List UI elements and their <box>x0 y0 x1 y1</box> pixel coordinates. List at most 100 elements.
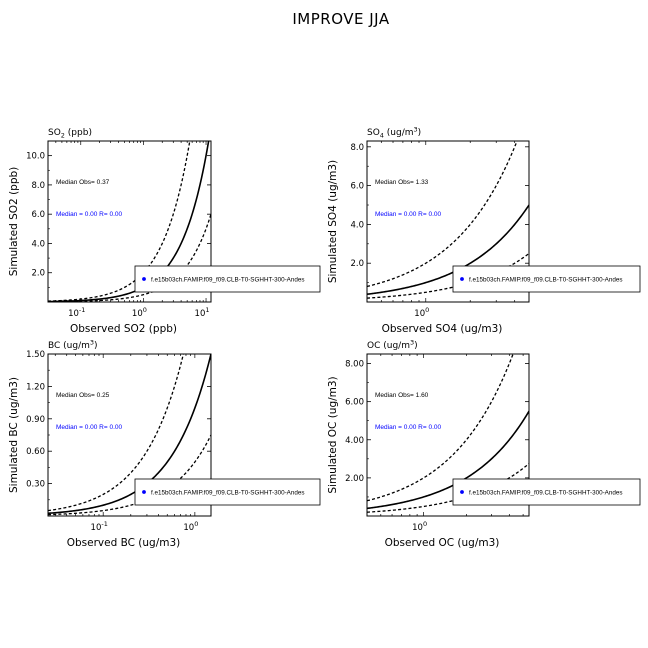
legend-label: f.e15b03ch.FAMIP.f09_f09.CLB-T0-SGHHT-30… <box>469 276 623 283</box>
legend-label: f.e15b03ch.FAMIP.f09_f09.CLB-T0-SGHHT-30… <box>151 276 305 283</box>
median-sim-text: Median = 0.00 R= 0.00 <box>375 424 442 431</box>
legend-box <box>134 265 321 293</box>
x-tick-exponent: 1 <box>205 306 209 314</box>
panel-title-base: OC <box>367 341 380 351</box>
reference-line-1-2 <box>48 213 211 302</box>
x-tick-label: 100 <box>183 520 198 533</box>
reference-line-1-1 <box>367 204 529 296</box>
y-tick-label: 1.20 <box>26 382 45 392</box>
y-tick-label: 8.0 <box>31 181 45 191</box>
reference-line-2-1 <box>367 354 514 502</box>
panel-title: SO4 (ug/m3) <box>367 126 421 140</box>
median-obs-text: Median Obs= 1.33 <box>375 179 429 186</box>
y-axis-label: Simulated SO4 (ug/m3) <box>327 160 339 283</box>
y-tick-label: 8.00 <box>345 360 364 370</box>
y-tick-label: 10.0 <box>26 152 45 162</box>
chart-panel-2: 2.0 4.0 6.0 8.0 100 SO4 (ug/m3) Observed SO4 (… <box>327 126 641 335</box>
y-axis-label: Simulated SO2 (ppb) <box>8 167 20 277</box>
plot-frame <box>366 353 530 517</box>
legend-marker <box>142 277 146 281</box>
chart-panel-4: 2.00 4.00 6.00 8.00 100 OC (ug/m3) Observed OC… <box>327 339 641 549</box>
panel-title-subscript: 2 <box>61 132 65 140</box>
x-axis-label: Observed BC (ug/m3) <box>67 537 181 549</box>
reference-line-1-1 <box>367 410 529 510</box>
x-tick-exponent: 0 <box>194 520 198 528</box>
median-sim-text: Median = 0.00 R= 0.00 <box>375 211 442 218</box>
legend-marker <box>460 490 464 494</box>
y-tick-label: 4.0 <box>350 220 364 230</box>
y-tick-label: 4.0 <box>31 239 45 249</box>
panel-title-superscript: 3 <box>90 339 94 347</box>
legend-marker <box>460 277 464 281</box>
x-tick-base: 10 <box>414 309 425 319</box>
reference-line-2-1 <box>48 354 185 512</box>
panel-title-base: SO <box>367 128 380 138</box>
legend-label: f.e15b03ch.FAMIP.f09_f09.CLB-T0-SGHHT-30… <box>469 489 623 496</box>
x-tick-base: 10 <box>183 523 194 533</box>
panel-title-subscript: 4 <box>380 132 384 140</box>
x-tick-label: 100 <box>412 520 427 533</box>
legend-box <box>452 265 641 293</box>
x-tick-label: 100 <box>414 306 429 319</box>
reference-line-2-1 <box>367 141 518 288</box>
panel-title-base: SO <box>48 128 61 138</box>
x-tick-exponent: 0 <box>423 520 427 528</box>
x-axis-label: Observed SO2 (ppb) <box>70 323 177 335</box>
legend-marker <box>142 490 146 494</box>
panel-title-rest: (ug/m <box>60 341 90 351</box>
panel-title: OC (ug/m3) <box>367 339 418 352</box>
x-tick-base: 10 <box>132 309 143 319</box>
legend-box <box>452 478 641 506</box>
x-tick-label: 10-1 <box>68 306 85 319</box>
panel-title-end: ) <box>94 341 98 351</box>
median-sim-text: Median = 0.00 R= 0.00 <box>56 424 123 431</box>
reference-line-2-1 <box>48 141 191 302</box>
median-sim-text: Median = 0.00 R= 0.00 <box>56 211 123 218</box>
panel-title-superscript: 3 <box>414 126 418 134</box>
x-tick-base: 10 <box>91 523 102 533</box>
median-obs-text: Median Obs= 0.25 <box>56 392 110 399</box>
panel-title-rest: (ug/m <box>384 128 414 138</box>
panel-title-end: ) <box>414 341 418 351</box>
x-tick-base: 10 <box>68 309 79 319</box>
reference-line-1-2 <box>367 252 529 299</box>
y-tick-label: 0.90 <box>26 415 45 425</box>
median-obs-text: Median Obs= 1.60 <box>375 392 429 399</box>
reference-line-1-1 <box>48 354 211 515</box>
legend-label: f.e15b03ch.FAMIP.f09_f09.CLB-T0-SGHHT-30… <box>151 489 305 496</box>
panel-title-superscript: 3 <box>410 339 414 347</box>
panel-title-end: ) <box>418 128 422 138</box>
x-tick-exponent: 0 <box>143 306 147 314</box>
reference-line-1-2 <box>48 434 211 516</box>
reference-line-1-2 <box>367 463 529 513</box>
y-tick-label: 2.0 <box>350 259 364 269</box>
x-tick-label: 100 <box>132 306 147 319</box>
y-tick-label: 4.00 <box>345 436 364 446</box>
plot-frame <box>366 140 530 303</box>
panel-title-base: BC <box>48 341 60 351</box>
x-axis-label: Observed SO4 (ug/m3) <box>382 323 503 335</box>
panel-title: SO2 (ppb) <box>48 128 92 140</box>
x-axis-label: Observed OC (ug/m3) <box>385 537 500 549</box>
y-tick-label: 0.60 <box>26 447 45 457</box>
figure-title: IMPROVE JJA <box>292 10 389 28</box>
y-tick-label: 2.0 <box>31 269 45 279</box>
panel-title-rest: (ppb) <box>65 128 92 138</box>
x-tick-exponent: 0 <box>425 306 429 314</box>
y-tick-label: 0.30 <box>26 480 45 490</box>
y-tick-label: 1.50 <box>26 350 45 360</box>
y-tick-label: 6.00 <box>345 398 364 408</box>
panel-title: BC (ug/m3) <box>48 339 98 352</box>
y-tick-label: 8.0 <box>350 143 364 153</box>
y-tick-label: 2.00 <box>345 474 364 484</box>
x-tick-base: 10 <box>412 523 423 533</box>
y-tick-label: 6.0 <box>31 210 45 220</box>
median-obs-text: Median Obs= 0.37 <box>56 179 110 186</box>
x-tick-exponent: -1 <box>101 520 107 528</box>
x-tick-base: 10 <box>195 309 206 319</box>
x-tick-label: 101 <box>195 306 210 319</box>
x-tick-label: 10-1 <box>91 520 108 533</box>
